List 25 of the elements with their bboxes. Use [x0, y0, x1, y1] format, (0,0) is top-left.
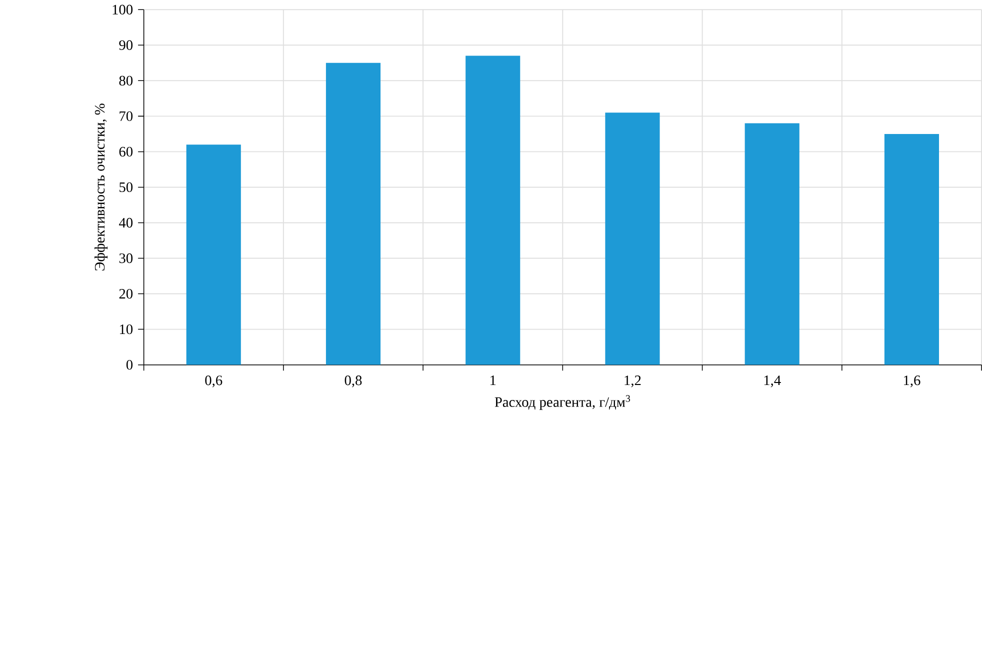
- y-tick-label: 0: [126, 360, 133, 370]
- x-tick-label: 1,6: [904, 376, 920, 388]
- x-tick-label: 0,6: [205, 376, 222, 388]
- y-tick-label: 10: [120, 324, 133, 334]
- y-axis-title: Эффективность очистки, %: [94, 104, 108, 270]
- y-tick-label: 70: [120, 111, 133, 121]
- x-tick-label: 1,2: [624, 376, 641, 388]
- x-tick-label: 0,8: [344, 376, 362, 388]
- x-tick-label: 1: [490, 376, 496, 385]
- y-tick-label: 20: [119, 288, 133, 299]
- x-axis-title: Расход реагента, г/дм$^{3}$: [494, 395, 630, 410]
- y-tick-label: 100: [112, 4, 133, 14]
- y-tick-label: 80: [119, 76, 133, 86]
- y-tick-label: 30: [119, 253, 133, 264]
- x-tick-label: 1,4: [764, 376, 781, 388]
- y-tick-label: 50: [120, 182, 133, 192]
- y-tick-label: 40: [119, 218, 133, 228]
- bar: [605, 112, 660, 365]
- bar: [744, 123, 800, 365]
- bar: [884, 134, 940, 365]
- bar: [186, 144, 241, 365]
- y-tick-label: 90: [119, 40, 133, 50]
- bar: [466, 56, 520, 365]
- y-tick-label: 60: [119, 146, 133, 157]
- bar: [326, 62, 381, 365]
